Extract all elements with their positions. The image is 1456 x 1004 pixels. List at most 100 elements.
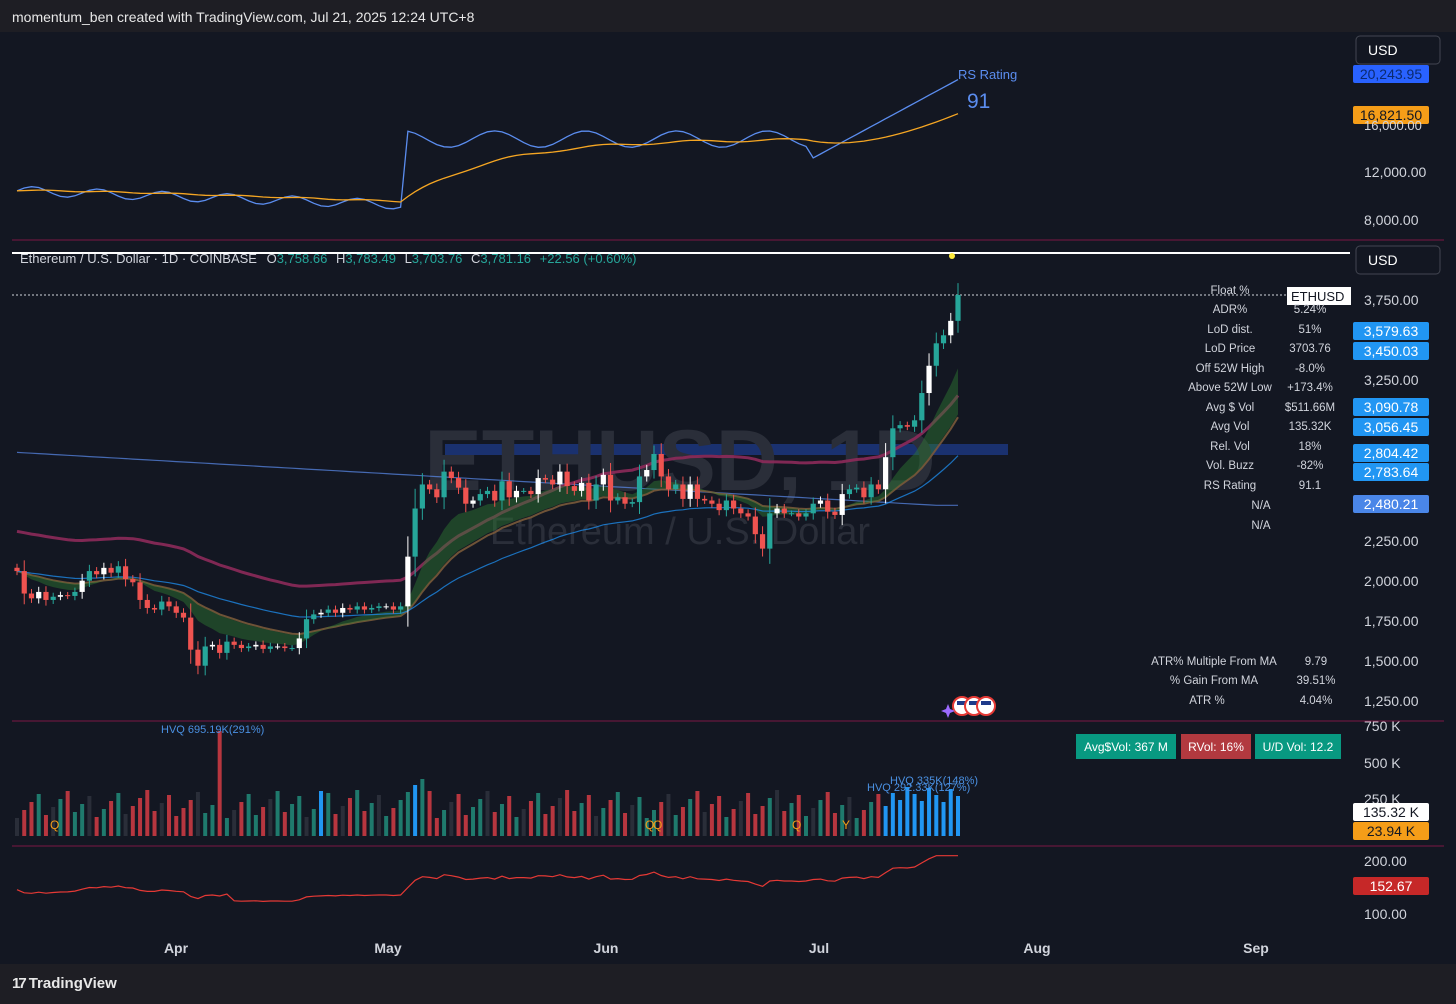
rs-price-label: 12,000.00 bbox=[1364, 164, 1426, 180]
volume-bar bbox=[818, 800, 823, 836]
volume-bar bbox=[847, 797, 852, 836]
candle bbox=[709, 500, 715, 504]
volume-bar bbox=[709, 804, 714, 836]
candle bbox=[492, 490, 498, 501]
candle bbox=[665, 476, 672, 490]
volume-bar bbox=[413, 785, 418, 836]
rs-line bbox=[16, 79, 959, 210]
candle bbox=[803, 513, 809, 517]
main-currency-button[interactable]: USD bbox=[1355, 245, 1441, 275]
candle bbox=[911, 420, 918, 427]
candle bbox=[774, 508, 780, 514]
atr-stats-table: ATR% Multiple From MA 9.79 % Gain From M… bbox=[1151, 656, 1335, 707]
chart-frame[interactable]: ETHUSD, 1D Ethereum / U.S. Dollar 12,000… bbox=[0, 32, 1456, 964]
volume-bar bbox=[355, 790, 360, 836]
footer-brand[interactable]: 17 TradingView bbox=[12, 975, 117, 992]
osc-badge-bg bbox=[1353, 877, 1429, 895]
volume-bar bbox=[297, 796, 302, 836]
candle bbox=[636, 476, 643, 503]
tradingview-logo-icon: 17 bbox=[12, 975, 27, 992]
avg-dollar-vol-pill: Avg$Vol: 367 M bbox=[1084, 740, 1168, 754]
volume-bar bbox=[883, 806, 888, 836]
volume-bar bbox=[326, 793, 331, 836]
stat-label: N/A bbox=[1251, 500, 1271, 512]
candle bbox=[673, 484, 679, 490]
stat-value: 51% bbox=[1298, 324, 1321, 336]
stat-label: Off 52W High bbox=[1196, 363, 1265, 375]
candle bbox=[825, 500, 831, 512]
oscillator-pane[interactable] bbox=[16, 855, 958, 903]
volume-badge-bg bbox=[1353, 803, 1429, 821]
volume-bar bbox=[471, 807, 476, 836]
volume-bar bbox=[557, 798, 562, 836]
volume-bar bbox=[601, 808, 606, 836]
stat-label: LoD dist. bbox=[1207, 324, 1252, 336]
price-badge: 2,480.21 bbox=[1364, 496, 1419, 512]
volume-bar bbox=[275, 791, 280, 836]
time-axis-label: Apr bbox=[164, 940, 189, 956]
volume-bar bbox=[637, 797, 642, 836]
volume-bar bbox=[29, 802, 34, 836]
volume-bar bbox=[565, 790, 570, 836]
candle bbox=[759, 534, 766, 549]
volume-pane[interactable] bbox=[15, 731, 960, 836]
price-axis-label: 3,750.00 bbox=[1364, 292, 1419, 308]
candle bbox=[318, 612, 324, 615]
volume-bar bbox=[123, 814, 128, 836]
volume-bar bbox=[159, 803, 164, 836]
chart-svg[interactable]: ETHUSD, 1D Ethereum / U.S. Dollar 12,000… bbox=[0, 32, 1456, 964]
legend-low: 3,703.76 bbox=[412, 251, 463, 266]
candle bbox=[861, 487, 867, 498]
footer-brand-text: TradingView bbox=[28, 975, 117, 992]
volume-bar bbox=[246, 794, 251, 836]
volume-bar bbox=[651, 810, 656, 836]
volume-bar bbox=[572, 811, 577, 836]
stat-label: LoD Price bbox=[1205, 343, 1256, 355]
candle bbox=[448, 471, 454, 479]
candle bbox=[607, 474, 614, 501]
price-badge-bg bbox=[1353, 322, 1429, 340]
rs-ma-badge: 16,821.50 bbox=[1360, 107, 1422, 123]
rs-ma-line bbox=[16, 113, 959, 203]
volume-bar bbox=[608, 800, 613, 836]
candle bbox=[43, 591, 49, 600]
ma-200-line bbox=[16, 451, 958, 506]
candle bbox=[260, 644, 266, 649]
rs-pane[interactable] bbox=[16, 79, 959, 210]
volume-bar bbox=[594, 816, 599, 836]
candle bbox=[361, 606, 368, 610]
volume-bar bbox=[239, 802, 244, 836]
volume-bar bbox=[775, 790, 780, 836]
stat-label: Above 52W Low bbox=[1188, 382, 1272, 394]
volume-bar bbox=[376, 795, 381, 836]
candle bbox=[151, 607, 158, 610]
atr-stat-label: ATR% Multiple From MA bbox=[1151, 656, 1277, 668]
candle bbox=[36, 591, 42, 599]
candle bbox=[311, 614, 317, 620]
price-pane[interactable] bbox=[14, 283, 961, 676]
volume-bar bbox=[840, 805, 845, 836]
candle bbox=[108, 567, 114, 573]
rs-currency-button[interactable]: USD bbox=[1355, 35, 1441, 65]
legend-close: 3,781.16 bbox=[480, 251, 531, 266]
time-axis-label: Sep bbox=[1243, 940, 1269, 956]
candle bbox=[506, 481, 512, 498]
volume-bar bbox=[825, 792, 830, 836]
candle bbox=[593, 484, 599, 501]
volume-bar bbox=[869, 802, 874, 836]
volume-bar bbox=[753, 814, 758, 836]
candle bbox=[477, 494, 483, 501]
event-marker-q: Q bbox=[792, 818, 801, 832]
volume-bar bbox=[333, 814, 338, 836]
volume-bar bbox=[94, 817, 99, 836]
oscillator-line bbox=[16, 855, 958, 903]
candle bbox=[521, 490, 527, 492]
volume-bar bbox=[181, 808, 186, 836]
osc-badge: 152.67 bbox=[1370, 878, 1413, 894]
volume-bar bbox=[948, 789, 953, 836]
atr-stat-value: 4.04% bbox=[1300, 695, 1333, 707]
price-badge: 2,804.42 bbox=[1364, 445, 1419, 461]
price-badge: 2,783.64 bbox=[1364, 464, 1419, 480]
candle bbox=[550, 479, 556, 485]
candle bbox=[484, 490, 491, 495]
